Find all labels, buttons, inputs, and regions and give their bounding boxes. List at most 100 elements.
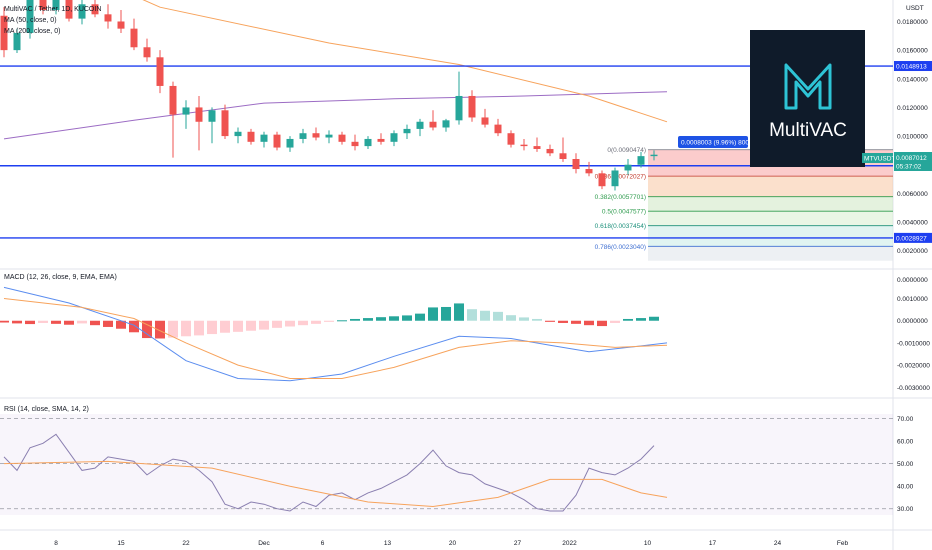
rsi-tick-label: 60.00 <box>897 439 914 446</box>
measure-label-box <box>678 136 748 148</box>
legend-ma200: MA (200, close, 0) <box>4 28 60 35</box>
rsi-tick-label: 70.00 <box>897 416 914 423</box>
macd-bar <box>571 320 581 324</box>
signal-line <box>3 298 668 379</box>
fib-zone[interactable] <box>648 211 893 226</box>
macd-bar <box>194 320 204 336</box>
macd-bar <box>285 320 295 327</box>
candle-body <box>650 154 658 157</box>
horizontal-lines[interactable] <box>0 65 893 239</box>
macd-tick-label: -0.0030000 <box>897 385 930 392</box>
price-tick-label: 0.0160000 <box>897 48 928 55</box>
legend-ma50: MA (50, close, 0) <box>4 17 57 24</box>
candle-body <box>143 47 151 58</box>
rsi-tick-label: 30.00 <box>897 506 914 513</box>
macd-axis[interactable]: 0.0010000 0.0000000 -0.0010000 -0.0020000 -0… <box>897 296 930 392</box>
price-tag-box <box>894 61 932 72</box>
macd-bar <box>0 320 9 323</box>
fib-zone[interactable] <box>648 196 893 212</box>
last-price-box <box>894 152 932 171</box>
candle-body <box>585 169 593 174</box>
candle-body <box>195 107 203 122</box>
rsi-line <box>3 433 655 512</box>
symbol-tag: MTVUSDT <box>864 156 895 163</box>
symbol-tag-box <box>862 153 893 163</box>
macd-bar <box>532 318 542 321</box>
macd-bar <box>311 320 321 324</box>
time-tick-label: 6 <box>321 540 325 547</box>
macd-bar <box>467 309 477 321</box>
macd-bar <box>181 320 191 337</box>
time-tick-label: 2022 <box>562 540 577 547</box>
price-axis[interactable]: 0.0180000 0.0160000 0.0140000 0.0120000 0.01… <box>897 19 928 284</box>
macd-bar <box>506 315 516 321</box>
candle-body <box>169 85 177 115</box>
last-price: 0.0087012 <box>896 155 927 162</box>
candle-body <box>377 138 385 142</box>
price-tag-label: 0.0028927 <box>896 235 927 242</box>
rsi-ma-line <box>3 460 668 508</box>
main-legend[interactable]: MultiVAC / Tether, 1D, KUCOIN MA (50, cl… <box>4 6 101 35</box>
candle-body <box>637 156 645 165</box>
macd-bar <box>64 320 74 325</box>
macd-bar <box>610 320 620 323</box>
candle-body <box>260 134 268 142</box>
candle-body <box>221 110 229 137</box>
macd-bar <box>38 320 48 323</box>
macd-bar <box>103 320 113 327</box>
time-tick-label: 17 <box>709 540 717 547</box>
candle-body <box>26 0 34 33</box>
macd-legend[interactable]: MACD (12, 26, close, 9, EMA, EMA) <box>4 274 117 281</box>
macd-bar <box>558 320 568 323</box>
rsi-axis[interactable]: 70.00 60.00 50.00 40.00 30.00 <box>897 416 914 513</box>
candle-body <box>416 121 424 129</box>
logo-text: MultiVAC <box>769 120 847 141</box>
macd-bar <box>649 316 659 321</box>
macd-line <box>3 286 668 382</box>
candle-body <box>611 170 619 187</box>
candle-body <box>234 131 242 137</box>
candle-body <box>247 131 255 142</box>
macd-bar <box>90 320 100 326</box>
candlestick-series <box>0 0 658 191</box>
candle-body <box>598 173 606 187</box>
rsi-band <box>0 414 893 515</box>
macd-tick-label: -0.0020000 <box>897 363 930 370</box>
macd-bar <box>129 320 139 333</box>
macd-bar <box>441 306 451 321</box>
macd-histogram <box>0 303 659 339</box>
candle-body <box>325 134 333 138</box>
logo-mark-icon <box>784 63 832 110</box>
candle-body <box>312 133 320 138</box>
time-tick-label: 10 <box>644 540 652 547</box>
macd-bar <box>12 320 22 324</box>
rsi-legend[interactable]: RSI (14, close, SMA, 14, 2) <box>4 406 89 413</box>
macd-bar <box>324 320 334 322</box>
macd-bar <box>233 320 243 332</box>
fib-level-label: 0.618(0.0037454) <box>595 223 646 230</box>
candle-body <box>559 153 567 159</box>
macd-bar <box>415 313 425 321</box>
time-tick-label: 8 <box>54 540 58 547</box>
time-axis[interactable]: 8 15 22 Dec 6 13 20 27 2022 10 17 24 Feb <box>54 540 848 547</box>
fib-level-label: 0.236(0.0072027) <box>595 174 646 181</box>
candle-body <box>364 138 372 147</box>
time-tick-label: 20 <box>449 540 457 547</box>
price-tick-label: 0.0140000 <box>897 76 928 83</box>
candle-body <box>299 133 307 139</box>
price-tick-label: 0.0100000 <box>897 134 928 141</box>
ma50-line <box>142 0 668 123</box>
fib-level-label: 0.5(0.0047577) <box>602 209 646 216</box>
fib-zone[interactable] <box>648 176 893 197</box>
time-tick-label: 27 <box>514 540 522 547</box>
fib-zone[interactable] <box>648 246 893 261</box>
macd-bar <box>246 320 256 331</box>
macd-bar <box>259 320 269 330</box>
candle-body <box>286 138 294 148</box>
price-tick-label: 0.0040000 <box>897 220 928 227</box>
fib-zone[interactable] <box>648 225 893 247</box>
macd-bar <box>545 320 555 322</box>
measure-tool[interactable]: 0.0008003 (9.96%) 8003 <box>678 136 753 148</box>
candle-body <box>273 134 281 148</box>
